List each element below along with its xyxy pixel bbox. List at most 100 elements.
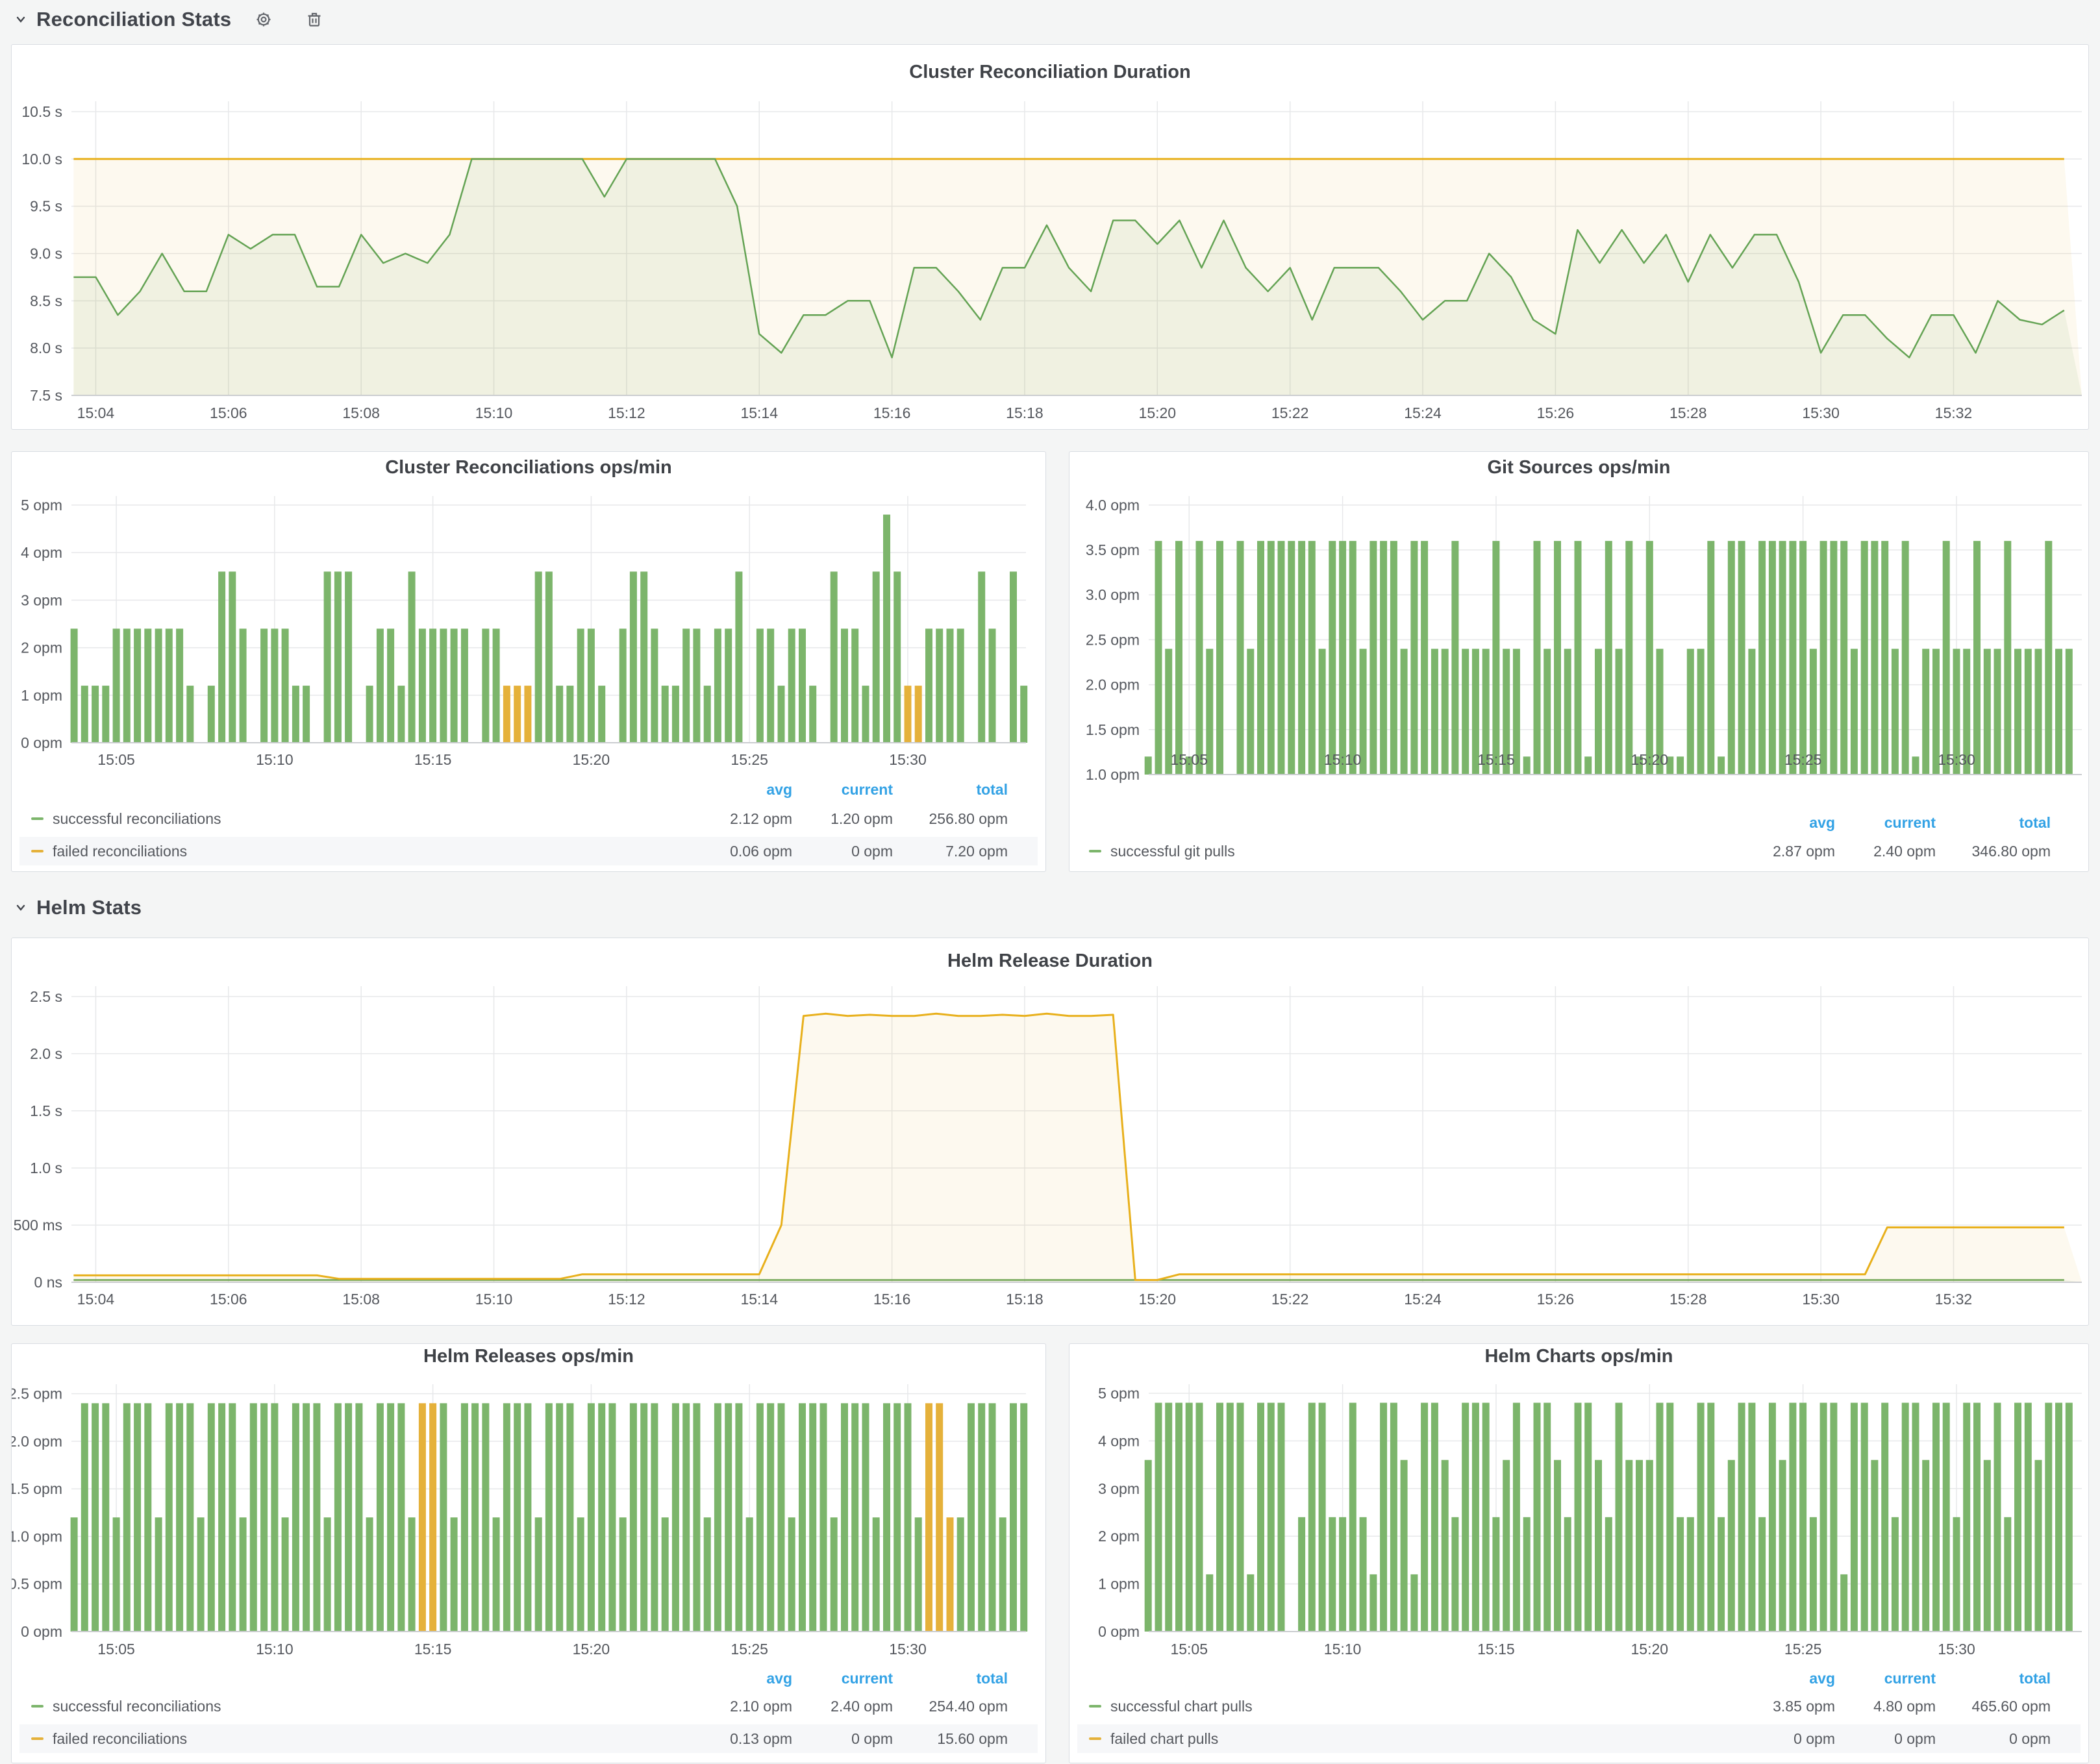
legend-col-current[interactable]: current (841, 781, 893, 798)
bar (218, 1403, 226, 1632)
series-name[interactable]: failed reconciliations (53, 843, 188, 860)
panel-title[interactable]: Cluster Reconciliation Duration (909, 62, 1191, 82)
bar (1349, 1402, 1356, 1632)
bar (1554, 1460, 1561, 1632)
bar (376, 1403, 384, 1632)
helm-release-duration-chart[interactable]: 2.5 s 2.0 s 1.5 s 1.0 s 500 ms 0 ns 15:04 15:06… (12, 938, 2090, 1326)
bar (1697, 1402, 1705, 1632)
bar (450, 628, 458, 743)
bar (503, 1403, 510, 1632)
series-color-dash (31, 1704, 44, 1708)
bar (524, 686, 532, 743)
gear-icon[interactable] (255, 10, 273, 29)
bar (1891, 1517, 1899, 1632)
x-tick-label: 15:25 (731, 751, 768, 768)
legend-col-total[interactable]: total (976, 781, 1008, 798)
bar (1656, 1402, 1664, 1632)
series-name[interactable]: failed chart pulls (1110, 1730, 1219, 1747)
panel-title[interactable]: Cluster Reconciliations ops/min (385, 457, 672, 478)
panel-title[interactable]: Helm Releases ops/min (423, 1346, 634, 1367)
helm-charts-opm-chart[interactable]: 5 opm 4 opm 3 opm 2 opm 1 opm 0 opm 15:05 15:10… (1069, 1344, 2090, 1764)
x-tick-label: 15:15 (1477, 751, 1515, 768)
series-current: 0 opm (851, 843, 893, 860)
legend-col-avg[interactable]: avg (766, 1670, 792, 1687)
bar (956, 1517, 964, 1632)
legend-col-current[interactable]: current (841, 1670, 893, 1687)
panel-title[interactable]: Git Sources ops/min (1487, 457, 1671, 478)
bar (577, 628, 584, 743)
bar (1462, 1402, 1469, 1632)
y-tick-label: 0 opm (21, 734, 62, 751)
bar (629, 571, 637, 743)
bar (514, 1403, 521, 1632)
legend-col-avg[interactable]: avg (766, 781, 792, 798)
bar (894, 571, 901, 743)
bar (1830, 541, 1838, 775)
bar (1512, 1402, 1520, 1632)
panel-helm-releases-opm: Helm Releases ops/min 2.5 opm 2.0 opm 1.5 … (11, 1343, 1046, 1763)
bar (1666, 756, 1674, 775)
panel-title[interactable]: Helm Release Duration (947, 950, 1153, 971)
bar (703, 686, 711, 743)
legend-col-current[interactable]: current (1884, 814, 1936, 831)
section-title[interactable]: Reconciliation Stats (36, 8, 232, 31)
y-tick-label: 10.5 s (21, 103, 62, 120)
series-name[interactable]: successful reconciliations (53, 1698, 221, 1715)
bar (714, 628, 721, 743)
legend-col-avg[interactable]: avg (1809, 1670, 1835, 1687)
bar (1574, 1402, 1582, 1632)
legend-col-avg[interactable]: avg (1809, 814, 1835, 831)
series-total: 256.80 opm (929, 810, 1008, 827)
trash-icon[interactable] (305, 10, 323, 29)
section-title[interactable]: Helm Stats (36, 896, 142, 919)
bar (503, 686, 510, 743)
cluster-reconciliations-opm-chart[interactable]: 5 opm 4 opm 3 opm 2 opm 1 opm 0 opm 15:05 15:10… (12, 452, 1047, 873)
bar (281, 628, 289, 743)
legend-col-total[interactable]: total (976, 1670, 1008, 1687)
git-sources-opm-chart[interactable]: 4.0 opm 3.5 opm 3.0 opm 2.5 opm 2.0 opm 1.5 o… (1069, 452, 2090, 873)
bar (418, 1403, 426, 1632)
bar (165, 628, 173, 743)
y-tick-label: 8.5 s (30, 292, 62, 309)
bar (2014, 649, 2021, 775)
bar (1686, 1517, 1694, 1632)
bar (629, 1403, 637, 1632)
x-tick-label: 15:26 (1537, 1291, 1575, 1308)
legend-row: successful reconciliations 2.10 opm 2.40… (19, 1692, 1038, 1721)
y-tick-label: 1.0 opm (1086, 766, 1140, 783)
legend-row: failed chart pulls 0 opm 0 opm 0 opm (1077, 1724, 2081, 1753)
legend-header-row: avg current total (19, 1664, 1038, 1693)
bar (1471, 649, 1479, 775)
series-current: 0 opm (1894, 1730, 1936, 1747)
bar (134, 1403, 142, 1632)
panel-cluster-reconciliations-opm: Cluster Reconciliations ops/min 5 opm 4 o… (11, 451, 1046, 872)
series-name[interactable]: failed reconciliations (53, 1730, 188, 1747)
legend-col-total[interactable]: total (2019, 814, 2051, 831)
bar (471, 1403, 479, 1632)
bar (1707, 1402, 1715, 1632)
x-tick-label: 15:30 (1802, 1291, 1840, 1308)
y-tick-label: 500 ms (14, 1217, 62, 1234)
bar (1400, 1460, 1408, 1632)
bar (165, 1403, 173, 1632)
panel-title[interactable]: Helm Charts ops/min (1484, 1346, 1673, 1367)
x-tick-label: 15:18 (1006, 404, 1044, 421)
y-tick-label: 4 opm (21, 544, 62, 561)
chevron-down-icon[interactable] (14, 13, 27, 26)
legend-col-total[interactable]: total (2019, 1670, 2051, 1687)
bar (788, 628, 795, 743)
series-name[interactable]: successful reconciliations (53, 810, 221, 827)
bar (999, 1517, 1006, 1632)
series-name[interactable]: successful chart pulls (1110, 1698, 1253, 1715)
bar (2014, 1402, 2021, 1632)
bar (1308, 541, 1316, 775)
series-name[interactable]: successful git pulls (1110, 843, 1235, 860)
bar (1738, 1402, 1745, 1632)
legend-col-current[interactable]: current (1884, 1670, 1936, 1687)
helm-releases-opm-chart[interactable]: 2.5 opm 2.0 opm 1.5 opm 1.0 opm 0.5 opm 0 opm… (12, 1344, 1047, 1764)
bar (397, 686, 405, 743)
bar (1010, 571, 1017, 743)
chevron-down-icon[interactable] (14, 901, 27, 914)
cluster-reconciliation-duration-chart[interactable]: 10.5 s 10.0 s 9.5 s 9.0 s 8.5 s 8.0 s 7.5 s 15:… (12, 45, 2090, 430)
bar (1451, 1517, 1459, 1632)
